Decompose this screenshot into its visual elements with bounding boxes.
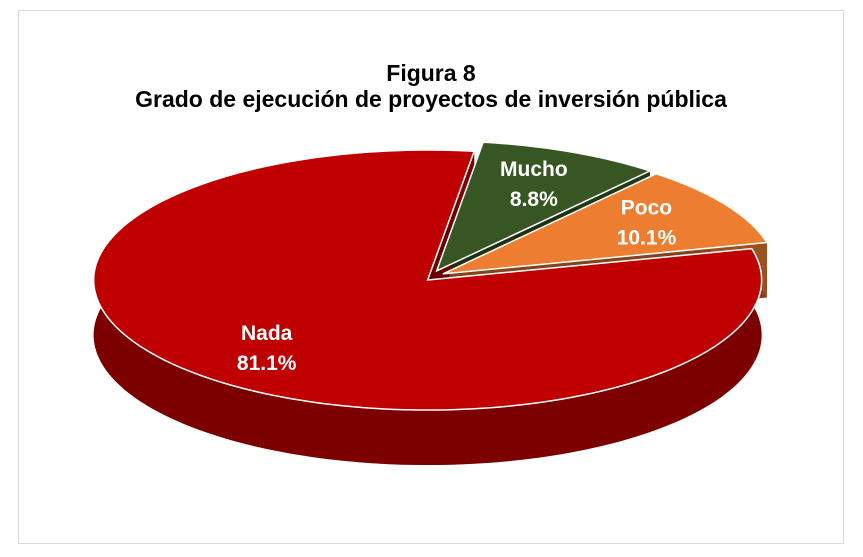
slice-category-label: Nada <box>241 322 293 345</box>
slice-category-label: Mucho <box>500 158 568 181</box>
titles: Figura 8 Grado de ejecución de proyectos… <box>91 60 771 112</box>
chart-subtitle: Grado de ejecución de proyectos de inver… <box>135 86 727 112</box>
slice-value-label: 8.8% <box>510 188 558 211</box>
chart-title: Figura 8 <box>386 60 476 86</box>
slice-value-label: 81.1% <box>237 352 297 375</box>
pie-slice <box>435 141 652 273</box>
pie-slice <box>442 173 769 275</box>
pie-slice <box>92 149 763 411</box>
slice-category-label: Poco <box>621 197 672 220</box>
slice-value-label: 10.1% <box>617 227 677 250</box>
chart-frame <box>18 10 844 544</box>
